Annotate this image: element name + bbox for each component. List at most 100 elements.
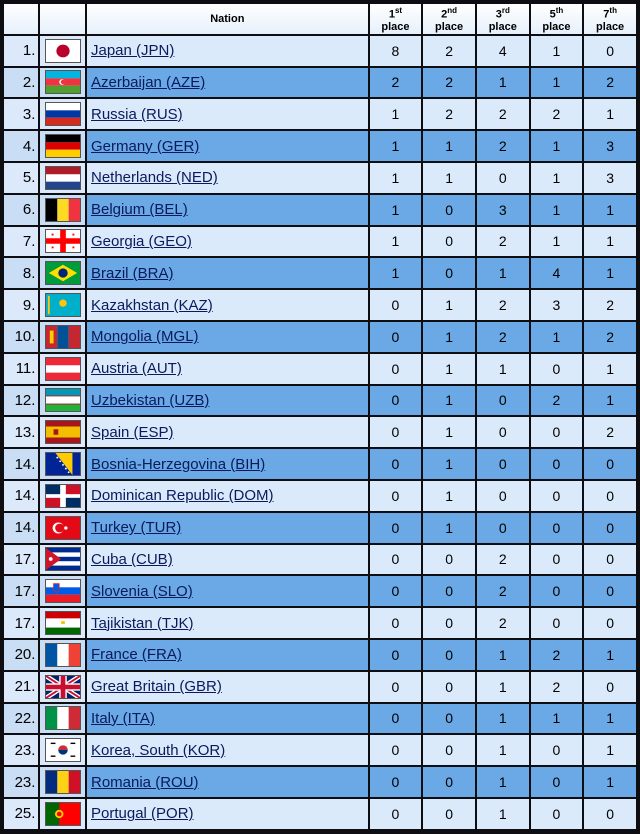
table-row: 10. Mongolia (MGL) 0 1 2 1 2 — [4, 321, 636, 352]
third-place-count: 0 — [476, 512, 529, 543]
table-row: 6. Belgium (BEL) 1 0 3 1 1 — [4, 194, 636, 225]
fifth-place-count: 1 — [530, 226, 583, 257]
nation-link[interactable]: Turkey (TUR) — [91, 519, 182, 537]
dominican-republic-flag-icon — [44, 483, 81, 508]
seventh-place-count: 0 — [584, 35, 636, 66]
table-row: 20. France (FRA) 0 0 1 2 1 — [4, 639, 636, 670]
first-place-count: 0 — [369, 608, 422, 638]
table-row: 17. Tajikistan (TJK) 0 0 2 0 0 — [4, 608, 636, 638]
nation-link[interactable]: Romania (ROU) — [91, 773, 199, 791]
rank-cell: 14. — [4, 449, 39, 479]
third-place-count: 2 — [476, 99, 529, 130]
nation-link[interactable]: Russia (RUS) — [91, 105, 183, 123]
nation-link[interactable]: Tajikistan (TJK) — [91, 614, 194, 632]
nation-link[interactable]: Bosnia-Herzegovina (BIH) — [91, 455, 266, 473]
nation-link[interactable]: Italy (ITA) — [91, 709, 155, 727]
nation-header[interactable]: Nation — [87, 4, 368, 34]
second-place-count: 2 — [423, 35, 475, 66]
nation-link[interactable]: Netherlands (NED) — [91, 169, 218, 187]
fifth-place-count: 3 — [530, 290, 583, 320]
nation-link[interactable]: Uzbekistan (UZB) — [91, 391, 210, 409]
nation-link[interactable]: Portugal (POR) — [91, 805, 194, 823]
nation-link[interactable]: Korea, South (KOR) — [91, 741, 226, 759]
nation-link[interactable]: Germany (GER) — [91, 137, 200, 155]
first-place-count: 1 — [369, 99, 422, 130]
second-place-count: 0 — [423, 671, 475, 702]
flag-cell — [40, 290, 85, 320]
germany-flag-icon — [44, 134, 81, 159]
seventh-place-count: 2 — [584, 67, 636, 98]
first-place-count: 0 — [369, 480, 422, 511]
first-place-count: 0 — [369, 353, 422, 384]
seventh-place-count: 0 — [584, 798, 636, 829]
nation-link[interactable]: Austria (AUT) — [91, 360, 182, 378]
seventh-place-count: 1 — [584, 735, 636, 766]
fifth-place-count: 1 — [530, 194, 583, 225]
nation-link[interactable]: Kazakhstan (KAZ) — [91, 296, 213, 314]
flag-cell — [40, 417, 85, 448]
second-place-count: 0 — [423, 576, 475, 607]
table-row: 3. Russia (RUS) 1 2 2 2 1 — [4, 99, 636, 130]
georgia-flag-icon — [44, 229, 81, 254]
third-place-count: 1 — [476, 67, 529, 98]
bosnia-flag-icon — [44, 452, 81, 477]
seventh-place-header[interactable]: 7th place — [584, 4, 636, 34]
nation-link[interactable]: Dominican Republic (DOM) — [91, 487, 274, 505]
flag-cell — [40, 480, 85, 511]
nation-cell: France (FRA) — [87, 639, 368, 670]
cuba-flag-icon — [44, 547, 81, 572]
fifth-place-header[interactable]: 5th place — [530, 4, 583, 34]
table-row: 12. Uzbekistan (UZB) 0 1 0 2 1 — [4, 385, 636, 416]
nation-link[interactable]: Spain (ESP) — [91, 423, 174, 441]
fifth-place-count: 1 — [530, 131, 583, 161]
nation-link[interactable]: France (FRA) — [91, 646, 182, 664]
third-place-count: 2 — [476, 290, 529, 320]
second-place-count: 0 — [423, 703, 475, 734]
spain-flag-icon — [44, 420, 81, 445]
second-place-count: 1 — [423, 417, 475, 448]
second-place-count: 1 — [423, 353, 475, 384]
flag-cell — [40, 703, 85, 734]
third-place-header[interactable]: 3rd place — [476, 4, 529, 34]
nation-link[interactable]: Slovenia (SLO) — [91, 582, 193, 600]
table-row: 14. Turkey (TUR) 0 1 0 0 0 — [4, 512, 636, 543]
flag-cell — [40, 767, 85, 797]
nation-link[interactable]: Cuba (CUB) — [91, 550, 173, 568]
nation-link[interactable]: Great Britain (GBR) — [91, 678, 222, 696]
nation-link[interactable]: Mongolia (MGL) — [91, 328, 199, 346]
fifth-place-count: 0 — [530, 353, 583, 384]
seventh-place-count: 1 — [584, 639, 636, 670]
second-place-count: 1 — [423, 449, 475, 479]
rank-cell: 14. — [4, 480, 39, 511]
table-body: 1. Japan (JPN) 8 2 4 1 0 2. Azerbaijan (AZE) 2 2 1 1… — [4, 35, 636, 829]
seventh-place-count: 1 — [584, 385, 636, 416]
seventh-place-count: 1 — [584, 99, 636, 130]
nation-link[interactable]: Azerbaijan (AZE) — [91, 73, 206, 91]
nation-cell: Japan (JPN) — [87, 35, 368, 66]
fifth-place-count: 1 — [530, 703, 583, 734]
first-place-header[interactable]: 1st place — [369, 4, 422, 34]
third-place-count: 2 — [476, 608, 529, 638]
fifth-place-count: 0 — [530, 417, 583, 448]
nation-cell: Turkey (TUR) — [87, 512, 368, 543]
mongolia-flag-icon — [44, 324, 81, 349]
fifth-place-count: 1 — [530, 35, 583, 66]
nation-link[interactable]: Japan (JPN) — [91, 42, 175, 60]
third-place-count: 0 — [476, 417, 529, 448]
seventh-place-count: 2 — [584, 417, 636, 448]
second-place-header[interactable]: 2nd place — [423, 4, 475, 34]
first-place-count: 0 — [369, 576, 422, 607]
nation-link[interactable]: Belgium (BEL) — [91, 201, 188, 219]
nation-link[interactable]: Georgia (GEO) — [91, 232, 192, 250]
nation-link[interactable]: Brazil (BRA) — [91, 264, 174, 282]
belgium-flag-icon — [44, 197, 81, 222]
table-row: 17. Cuba (CUB) 0 0 2 0 0 — [4, 544, 636, 575]
turkey-flag-icon — [44, 515, 81, 540]
header-row: Nation 1st place 2nd place 3rd place 5th pla… — [4, 4, 636, 34]
nation-cell: Georgia (GEO) — [87, 226, 368, 257]
seventh-place-count: 1 — [584, 703, 636, 734]
table-row: 7. Georgia (GEO) 1 0 2 1 1 — [4, 226, 636, 257]
nation-cell: Slovenia (SLO) — [87, 576, 368, 607]
nation-cell: Romania (ROU) — [87, 767, 368, 797]
